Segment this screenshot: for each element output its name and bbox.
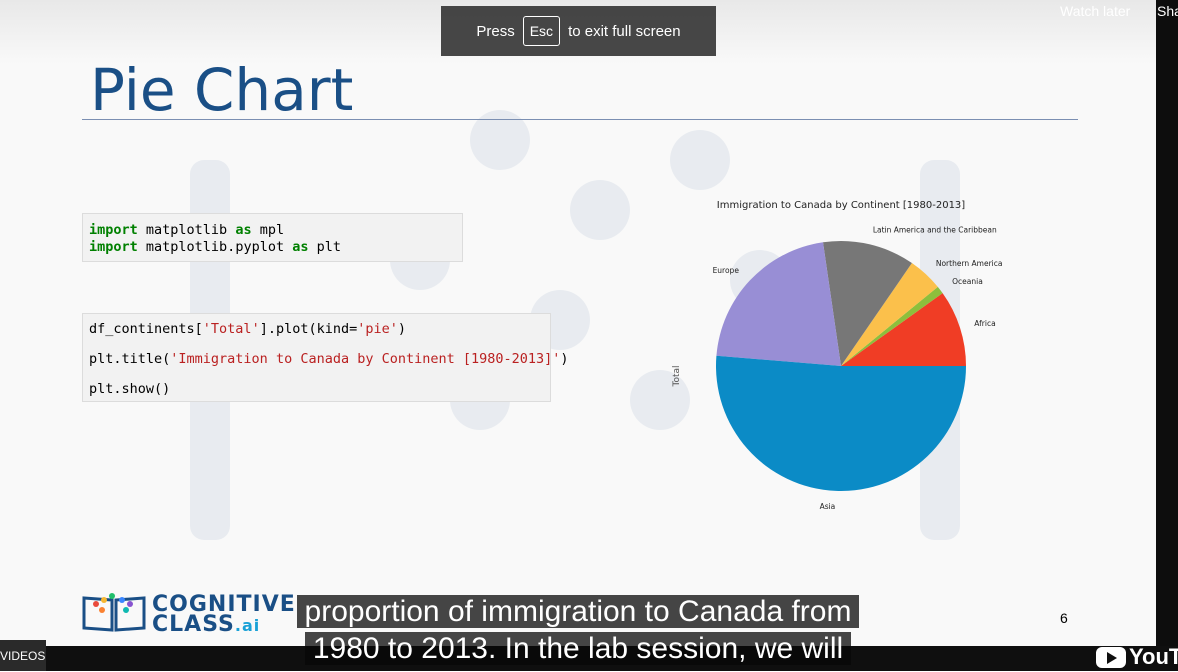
- youtube-logo[interactable]: YouTu: [1096, 644, 1178, 670]
- code-line: import matplotlib.pyplot as plt: [89, 239, 341, 255]
- page-number: 6: [1060, 610, 1068, 626]
- pie-label-asia: Asia: [820, 502, 836, 511]
- pie-label-europe: Europe: [713, 266, 740, 275]
- right-edge: [1156, 0, 1178, 671]
- pie-slice-northern-america: [841, 263, 938, 366]
- pie-label-oceania: Oceania: [952, 277, 983, 286]
- share-button[interactable]: Sha: [1157, 3, 1178, 19]
- more-videos-button[interactable]: VIDEOS: [0, 640, 46, 671]
- cognitive-class-logo: COGNITIVE CLASS.ai: [82, 590, 295, 637]
- caption-line-1: proportion of immigration to Canada from: [0, 595, 1156, 629]
- title-divider: [82, 119, 1078, 120]
- pie-slice-africa: [841, 293, 966, 366]
- logo-text-class: CLASS.ai: [152, 612, 261, 637]
- fullscreen-notice: Press Esc to exit full screen: [441, 6, 716, 56]
- pie-label-latin-america-and-the-caribbean: Latin America and the Caribbean: [873, 226, 997, 235]
- youtube-play-icon: [1096, 646, 1126, 668]
- pie-slice-latin-america-and-the-caribbean: [822, 241, 912, 366]
- watch-later-button[interactable]: Watch later: [1060, 3, 1131, 19]
- code-cell-plot: df_continents['Total'].plot(kind='pie') …: [82, 313, 569, 402]
- chart-title: Immigration to Canada by Continent [1980…: [717, 200, 965, 211]
- code-line: plt.show(): [89, 381, 171, 397]
- pie-chart: Immigration to Canada by Continent [1980…: [672, 200, 1003, 511]
- code-cell-imports: import matplotlib as mpl import matplotl…: [82, 213, 463, 262]
- slide-title: Pie Chart: [90, 56, 354, 124]
- chart-ylabel: Total: [672, 365, 682, 387]
- code-line: df_continents['Total'].plot(kind='pie'): [89, 321, 407, 337]
- logo-text-cognitive: COGNITIVE: [152, 592, 296, 617]
- esc-key: Esc: [522, 16, 561, 46]
- pie-slice-asia: [716, 355, 966, 491]
- book-icon: [82, 593, 146, 632]
- pie-label-northern-america: Northern America: [936, 259, 1003, 268]
- pie-slice-oceania: [841, 286, 943, 366]
- pie-slice-europe: [716, 242, 841, 366]
- slide: Pie Chart import matplotlib as mpl impor…: [0, 0, 1178, 637]
- pie-label-africa: Africa: [974, 319, 995, 328]
- code-line: plt.title('Immigration to Canada by Cont…: [89, 351, 569, 367]
- code-line: import matplotlib as mpl: [89, 222, 285, 238]
- caption-line-2: 1980 to 2013. In the lab session, we wil…: [0, 632, 1156, 666]
